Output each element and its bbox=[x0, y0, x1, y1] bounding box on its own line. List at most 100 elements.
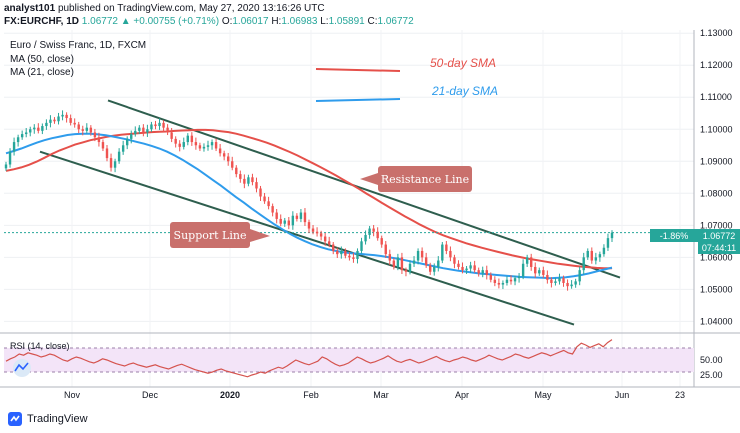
candle-body bbox=[392, 260, 396, 267]
candle-body bbox=[521, 263, 525, 277]
candle-body bbox=[69, 118, 72, 123]
candle-body bbox=[570, 284, 573, 287]
low-value: 1.05891 bbox=[328, 16, 365, 27]
candle-body bbox=[610, 232, 614, 239]
candle-body bbox=[372, 228, 375, 232]
support-label: Support Line bbox=[174, 229, 247, 242]
candle-body bbox=[24, 132, 28, 135]
candle-body bbox=[279, 218, 282, 224]
candle-body bbox=[113, 161, 117, 168]
candle-body bbox=[586, 250, 589, 258]
candle-body bbox=[388, 254, 392, 261]
candle-body bbox=[20, 134, 24, 138]
candle-body bbox=[433, 266, 436, 272]
support-callout bbox=[170, 222, 250, 248]
candle-body bbox=[61, 114, 64, 117]
candle-body bbox=[295, 215, 299, 219]
candle-body bbox=[109, 158, 113, 168]
time-tick-label: 2020 bbox=[220, 390, 240, 400]
price-tick-label: 1.05000 bbox=[700, 284, 733, 294]
candle-body bbox=[473, 265, 476, 271]
candle-body bbox=[117, 151, 121, 162]
candle-body bbox=[323, 236, 327, 242]
candle-body bbox=[138, 127, 141, 131]
candle-body bbox=[356, 250, 359, 259]
open-label: O: bbox=[221, 16, 233, 27]
time-tick-label: May bbox=[534, 390, 552, 400]
candle-body bbox=[493, 279, 497, 283]
candle-body bbox=[130, 134, 133, 139]
candle-body bbox=[542, 270, 545, 275]
last-price: 1.06772 bbox=[81, 16, 118, 27]
price-tick-label: 1.11000 bbox=[700, 92, 732, 102]
legend-ma21: MA (21, close) bbox=[10, 67, 74, 78]
price-badge-price: 1.06772 bbox=[703, 231, 736, 241]
candle-body bbox=[210, 142, 214, 146]
candle-body bbox=[400, 257, 404, 271]
candle-body bbox=[170, 132, 173, 139]
candle-body bbox=[554, 281, 557, 283]
candle-body bbox=[534, 266, 537, 274]
candle-body bbox=[125, 138, 129, 146]
publisher-name[interactable]: analyst101 bbox=[4, 3, 56, 14]
candle-body bbox=[162, 122, 165, 128]
support-callout-pointer bbox=[250, 229, 270, 242]
countdown-bg bbox=[698, 242, 740, 254]
rsi-band bbox=[4, 348, 694, 372]
rsi-pane[interactable]: 50.00 25.00 bbox=[0, 332, 740, 380]
candle-body bbox=[412, 260, 416, 264]
tradingview-logo-icon bbox=[8, 412, 22, 426]
candle-body bbox=[134, 130, 137, 135]
candle-body bbox=[93, 132, 97, 138]
candle-body bbox=[222, 153, 226, 157]
candle-body bbox=[505, 279, 509, 283]
candle-body bbox=[344, 250, 347, 256]
candle-body bbox=[291, 215, 295, 226]
candle-body bbox=[73, 122, 76, 125]
candle-body bbox=[202, 146, 206, 149]
price-tick-label: 1.04000 bbox=[700, 316, 733, 326]
candle-body bbox=[340, 250, 343, 255]
candle-body bbox=[8, 151, 12, 165]
candle-body bbox=[226, 156, 230, 162]
time-axis[interactable]: Nov Dec 2020 Feb Mar Apr May Jun 23 bbox=[0, 386, 740, 400]
candle-body bbox=[453, 257, 456, 264]
hide-indicator-icon bbox=[13, 359, 31, 377]
candle-body bbox=[408, 263, 412, 272]
candle-body bbox=[449, 250, 452, 258]
candle-body bbox=[441, 244, 444, 261]
price-tick-label: 1.08000 bbox=[700, 188, 733, 198]
candle-body bbox=[97, 137, 101, 143]
candle-body bbox=[251, 177, 254, 183]
time-tick-label: Jun bbox=[615, 390, 630, 400]
candle-body bbox=[457, 263, 460, 267]
candle-body bbox=[404, 270, 408, 272]
publish-line: analyst101 published on TradingView.com,… bbox=[4, 2, 736, 15]
candle-body bbox=[81, 129, 84, 131]
candle-body bbox=[150, 124, 153, 130]
time-tick-label: Nov bbox=[64, 390, 81, 400]
candle-body bbox=[497, 282, 501, 285]
candle-body bbox=[29, 129, 32, 133]
chart-bg bbox=[0, 30, 740, 403]
candle-body bbox=[332, 244, 335, 251]
rsi-label: RSI (14, close) bbox=[10, 341, 70, 351]
candle-body bbox=[299, 212, 303, 219]
tradingview-brand[interactable]: TradingView bbox=[8, 412, 88, 426]
candle-body bbox=[142, 127, 145, 133]
candle-body bbox=[214, 142, 218, 149]
resistance-callout-pointer bbox=[360, 173, 378, 185]
candle-body bbox=[198, 145, 202, 149]
candle-body bbox=[319, 233, 323, 237]
candle-body bbox=[271, 206, 274, 213]
price-axis[interactable]: 1.13000 1.12000 1.11000 1.10000 1.09000 1.080… bbox=[693, 28, 733, 387]
candle-body bbox=[424, 257, 428, 266]
candle-body bbox=[529, 257, 533, 267]
high-value: 1.06983 bbox=[281, 16, 318, 27]
candle-body bbox=[105, 148, 109, 159]
candle-body bbox=[101, 142, 105, 149]
candle-body bbox=[53, 119, 56, 122]
candle-body bbox=[45, 122, 48, 127]
price-tick-label: 1.12000 bbox=[700, 60, 733, 70]
